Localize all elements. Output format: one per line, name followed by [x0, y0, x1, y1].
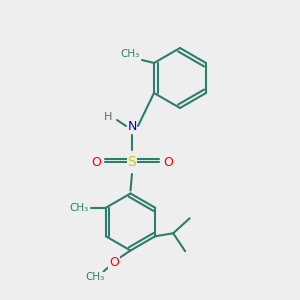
- Text: CH₃: CH₃: [120, 49, 140, 59]
- Text: N: N: [127, 119, 137, 133]
- Text: O: O: [163, 155, 173, 169]
- Text: S: S: [128, 155, 136, 169]
- Text: O: O: [91, 155, 101, 169]
- Text: CH₃: CH₃: [69, 203, 88, 213]
- Text: O: O: [109, 256, 119, 269]
- Text: CH₃: CH₃: [85, 272, 104, 283]
- Text: H: H: [104, 112, 112, 122]
